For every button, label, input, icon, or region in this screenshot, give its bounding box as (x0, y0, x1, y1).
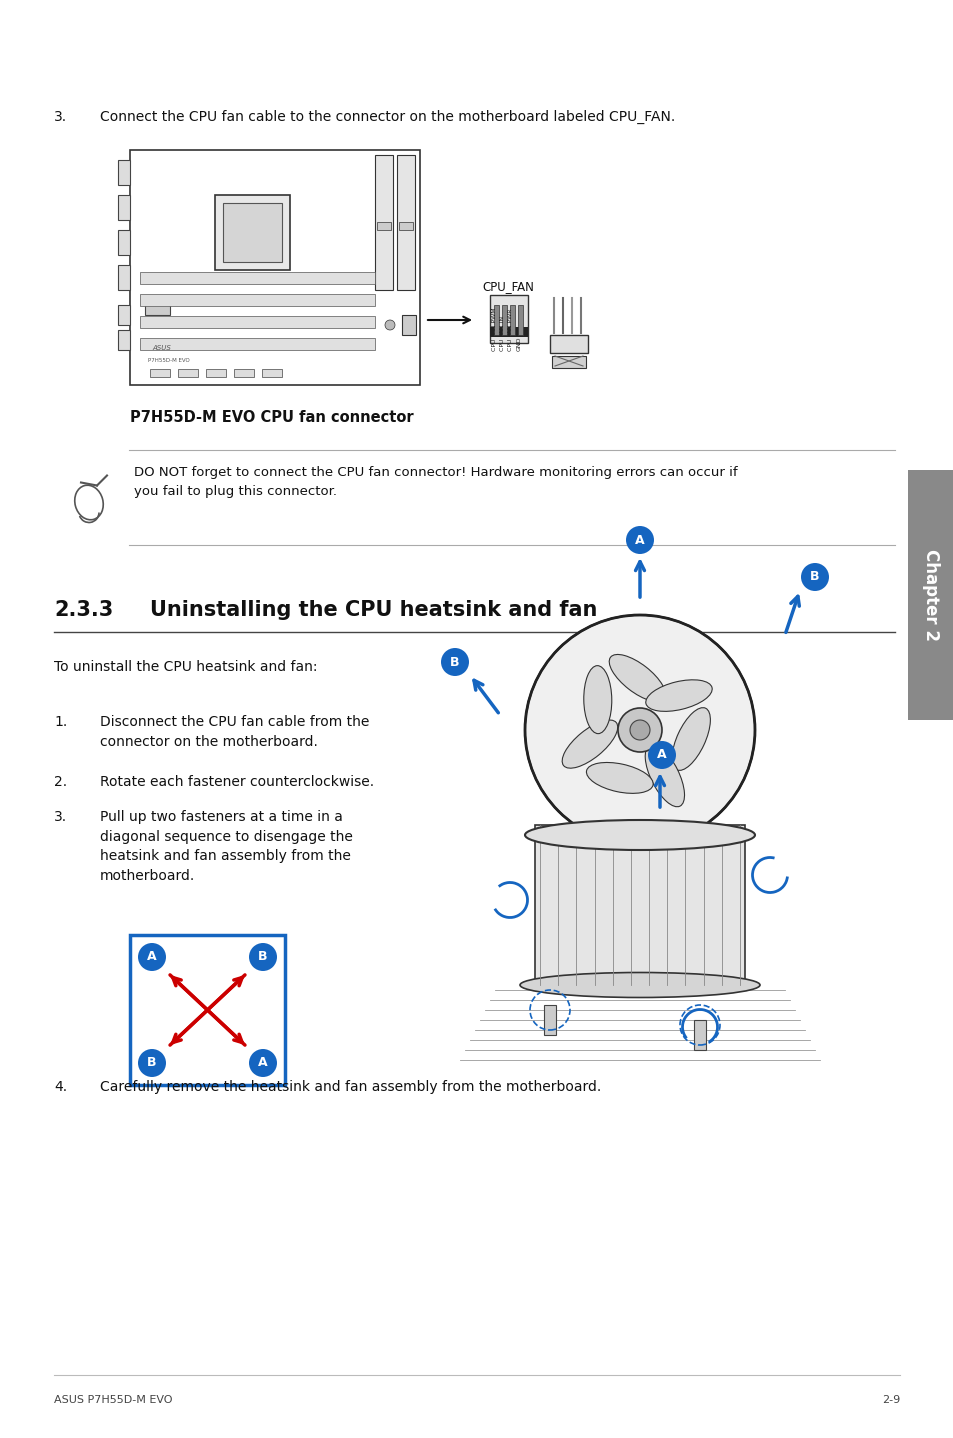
Bar (398, 221, 413, 230)
Bar (118, 196, 130, 220)
Bar (118, 230, 130, 255)
Bar (140, 272, 375, 283)
Ellipse shape (609, 654, 665, 702)
Ellipse shape (524, 820, 754, 850)
Circle shape (524, 615, 754, 846)
Text: Chapter 2: Chapter 2 (921, 549, 939, 641)
Text: A: A (258, 1057, 268, 1070)
Text: A: A (147, 951, 156, 963)
Ellipse shape (519, 972, 760, 998)
Text: 3.: 3. (54, 810, 67, 824)
Text: Disconnect the CPU fan cable from the
connector on the motherboard.: Disconnect the CPU fan cable from the co… (100, 715, 369, 749)
Text: P7H55D-M EVO: P7H55D-M EVO (148, 358, 190, 362)
Bar (206, 370, 226, 377)
Circle shape (625, 526, 654, 554)
Bar (118, 160, 130, 186)
Bar (233, 370, 253, 377)
Bar (140, 293, 375, 306)
Text: GND: GND (516, 336, 521, 351)
Bar (376, 221, 391, 230)
Bar (262, 370, 282, 377)
Text: CPU FAN IN: CPU FAN IN (500, 316, 505, 351)
Bar (140, 316, 375, 328)
Text: Pull up two fasteners at a time in a
diagonal sequence to disengage the
heatsink: Pull up two fasteners at a time in a dia… (100, 810, 353, 883)
Text: B: B (258, 951, 268, 963)
Bar (490, 295, 527, 344)
Ellipse shape (671, 707, 710, 771)
Text: CPU FAN PWM: CPU FAN PWM (492, 308, 497, 351)
Bar (535, 825, 744, 985)
Circle shape (249, 943, 276, 971)
Text: A: A (635, 533, 644, 546)
Text: ASUS P7H55D-M EVO: ASUS P7H55D-M EVO (54, 1395, 172, 1405)
Bar (130, 150, 419, 385)
Bar (145, 298, 170, 315)
Text: B: B (450, 656, 459, 669)
Circle shape (138, 1048, 166, 1077)
Bar (223, 203, 282, 262)
Bar (907, 470, 953, 720)
Text: 2-9: 2-9 (881, 1395, 899, 1405)
Text: B: B (809, 571, 819, 584)
Circle shape (801, 564, 828, 591)
Ellipse shape (583, 666, 611, 733)
Bar (490, 326, 527, 336)
Circle shape (249, 1048, 276, 1077)
Text: Carefully remove the heatsink and fan assembly from the motherboard.: Carefully remove the heatsink and fan as… (100, 1080, 600, 1094)
Text: To uninstall the CPU heatsink and fan:: To uninstall the CPU heatsink and fan: (54, 660, 317, 674)
Bar (150, 370, 170, 377)
Bar (501, 305, 506, 335)
Bar (552, 357, 585, 368)
Text: Uninstalling the CPU heatsink and fan: Uninstalling the CPU heatsink and fan (150, 600, 597, 620)
Text: DO NOT forget to connect the CPU fan connector! Hardware monitoring errors can o: DO NOT forget to connect the CPU fan con… (133, 466, 737, 498)
Circle shape (138, 943, 166, 971)
Bar (401, 315, 416, 335)
Ellipse shape (645, 680, 712, 712)
Text: A: A (657, 749, 666, 762)
Bar (510, 305, 515, 335)
Text: 2.: 2. (54, 775, 67, 789)
Bar (543, 1005, 556, 1035)
Text: 4.: 4. (54, 1080, 67, 1094)
Text: 2.3.3: 2.3.3 (54, 600, 113, 620)
Bar (118, 329, 130, 349)
Bar (494, 305, 498, 335)
Text: Connect the CPU fan cable to the connector on the motherboard labeled CPU_FAN.: Connect the CPU fan cable to the connect… (100, 109, 675, 124)
Text: CPU_FAN: CPU_FAN (481, 280, 534, 293)
Bar (375, 155, 393, 290)
Text: ASUS: ASUS (152, 345, 171, 351)
Text: 1.: 1. (54, 715, 67, 729)
Bar (178, 370, 198, 377)
Circle shape (440, 649, 469, 676)
Ellipse shape (586, 762, 653, 794)
Text: 3.: 3. (54, 109, 67, 124)
Bar (130, 935, 285, 1086)
Bar (140, 338, 375, 349)
Text: B: B (147, 1057, 156, 1070)
Circle shape (647, 741, 676, 769)
Bar (693, 1020, 705, 1050)
Bar (396, 155, 415, 290)
Bar (517, 305, 522, 335)
Circle shape (629, 720, 649, 741)
Bar (550, 335, 587, 352)
Text: P7H55D-M EVO CPU fan connector: P7H55D-M EVO CPU fan connector (130, 410, 414, 426)
Bar (214, 196, 290, 270)
Bar (118, 305, 130, 325)
Text: CPU FAN PWR: CPU FAN PWR (508, 309, 513, 351)
Circle shape (618, 707, 661, 752)
Ellipse shape (644, 745, 684, 807)
Bar (118, 265, 130, 290)
Ellipse shape (561, 720, 617, 768)
Text: Rotate each fastener counterclockwise.: Rotate each fastener counterclockwise. (100, 775, 374, 789)
Circle shape (385, 321, 395, 329)
